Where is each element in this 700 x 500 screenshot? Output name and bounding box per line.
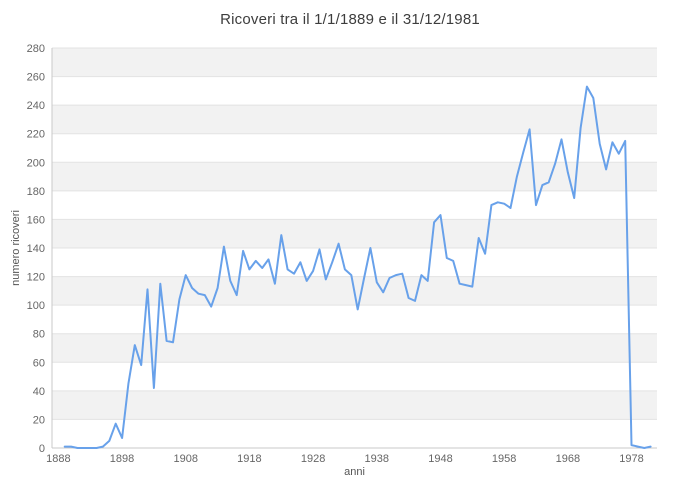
x-tick-label: 1958 — [492, 453, 516, 465]
x-tick-label: 1918 — [237, 453, 261, 465]
plot-band — [52, 219, 657, 248]
plot-band — [52, 162, 657, 191]
x-tick-label: 1968 — [556, 453, 580, 465]
y-tick-label: 80 — [33, 329, 45, 341]
y-tick-label: 160 — [27, 214, 45, 226]
chart-title: Ricoveri tra il 1/1/1889 e il 31/12/1981 — [220, 11, 480, 28]
y-tick-label: 40 — [33, 386, 45, 398]
y-tick-label: 20 — [33, 414, 45, 426]
x-axis-label: anni — [344, 466, 365, 478]
y-tick-label: 100 — [27, 300, 45, 312]
x-tick-label: 1928 — [301, 453, 325, 465]
y-tick-label: 120 — [27, 272, 45, 284]
y-tick-label: 60 — [33, 357, 45, 369]
y-tick-label: 220 — [27, 129, 45, 141]
y-tick-label: 280 — [27, 43, 45, 55]
y-tick-label: 180 — [27, 186, 45, 198]
x-tick-label: 1898 — [110, 453, 134, 465]
plot-band — [52, 390, 657, 420]
y-tick-label: 260 — [27, 72, 45, 84]
x-tick-label: 1978 — [619, 453, 643, 465]
x-tick-label: 1938 — [365, 453, 389, 465]
plot-band — [52, 48, 657, 77]
y-tick-label: 140 — [27, 243, 45, 255]
y-tick-label: 200 — [27, 157, 45, 169]
y-tick-label: 240 — [27, 100, 45, 112]
plot-band — [52, 105, 657, 134]
x-tick-label: 1888 — [46, 453, 70, 465]
x-tick-label: 1948 — [428, 453, 452, 465]
data-line-ricoveri — [63, 85, 652, 449]
y-axis-label: numero ricoveri — [10, 210, 22, 286]
x-tick-label: 1908 — [173, 453, 197, 465]
y-tick-label: 0 — [39, 443, 45, 455]
